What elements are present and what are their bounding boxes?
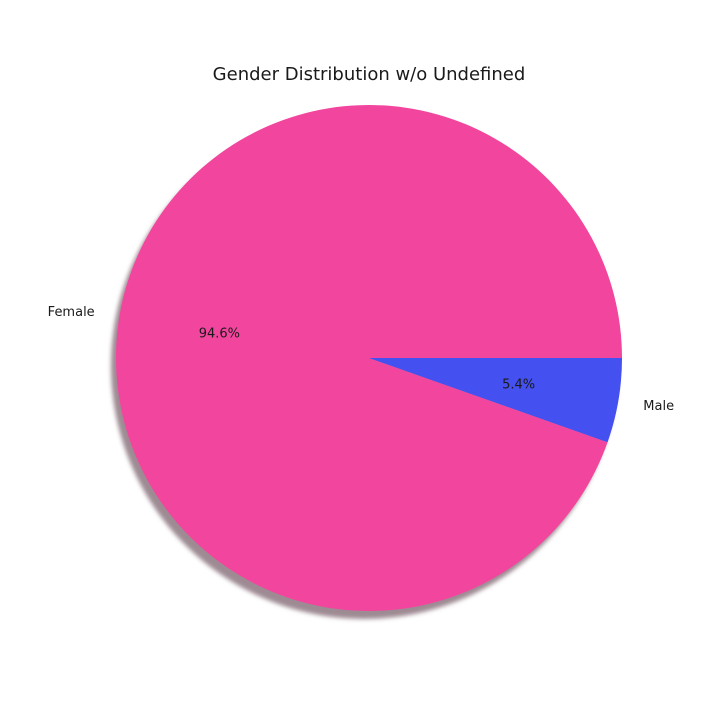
pie-slices: [116, 104, 622, 611]
chart-title: Gender Distribution w/o Undefined: [213, 64, 526, 85]
slice-label-male: Male: [643, 399, 674, 414]
pie-slice-female: [116, 104, 622, 611]
slice-pct-label-male: 5.4%: [502, 378, 535, 393]
slice-pct-label-female: 94.6%: [199, 326, 240, 341]
pie-labels: Female 94.6% Male 5.4%: [48, 305, 674, 414]
pie-slice-male: [369, 358, 622, 443]
slice-label-female: Female: [48, 305, 95, 320]
